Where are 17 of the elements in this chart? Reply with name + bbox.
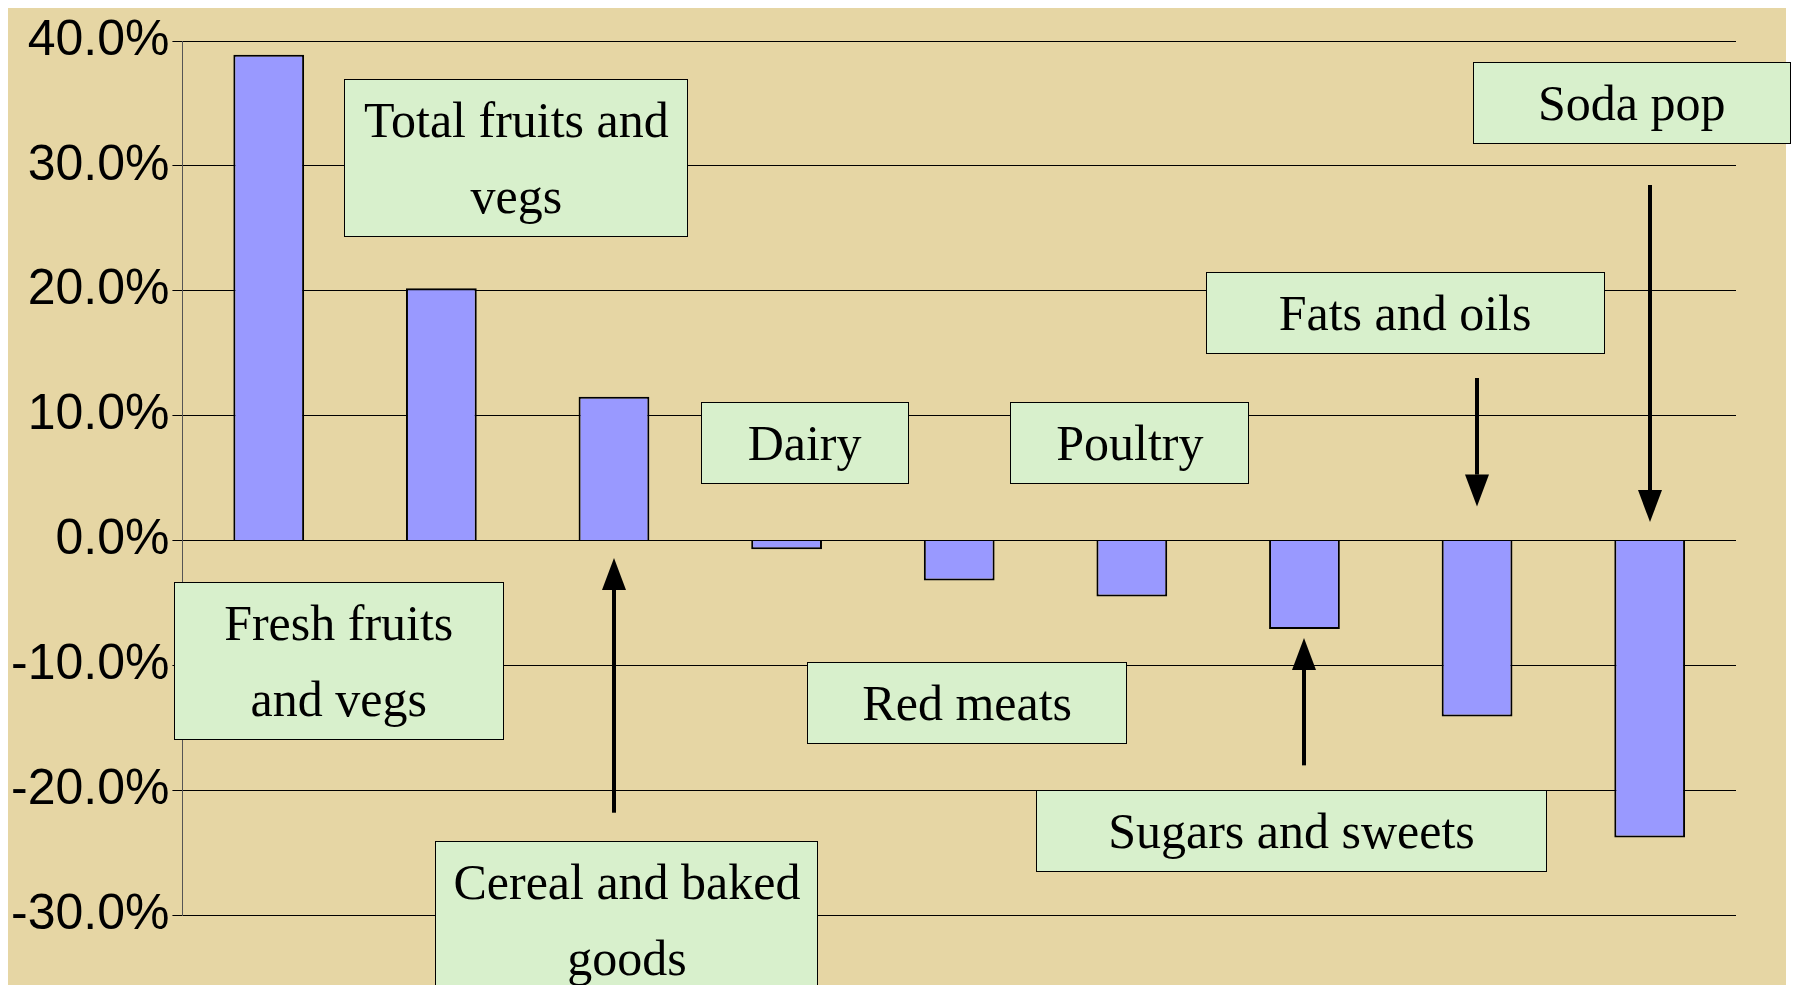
y-tick-label: 40.0% — [27, 9, 170, 66]
y-tick-label: 10.0% — [27, 384, 170, 441]
x-tick-label: Poultry — [1010, 402, 1250, 485]
y-tick-label: -20.0% — [10, 758, 170, 815]
x-tick-label: Red meats — [807, 661, 1128, 744]
x-tick-label: Sugars and sweets — [1035, 790, 1547, 873]
x-tick-label: Total fruits and vegs — [344, 79, 689, 238]
x-tick-label: Dairy — [700, 402, 909, 485]
x-tick-label: Soda pop — [1472, 62, 1791, 145]
y-tick-label: -10.0% — [10, 634, 170, 691]
x-tick-label: Fresh fruits and vegs — [173, 581, 504, 740]
y-tick-label: 20.0% — [27, 259, 170, 316]
x-tick-label: Fats and oils — [1205, 272, 1605, 355]
x-tick-label: Cereal and baked goods — [435, 840, 819, 985]
y-tick-label: 30.0% — [27, 134, 170, 191]
y-tick-label: -30.0% — [10, 883, 170, 940]
y-tick-label: 0.0% — [55, 509, 170, 566]
